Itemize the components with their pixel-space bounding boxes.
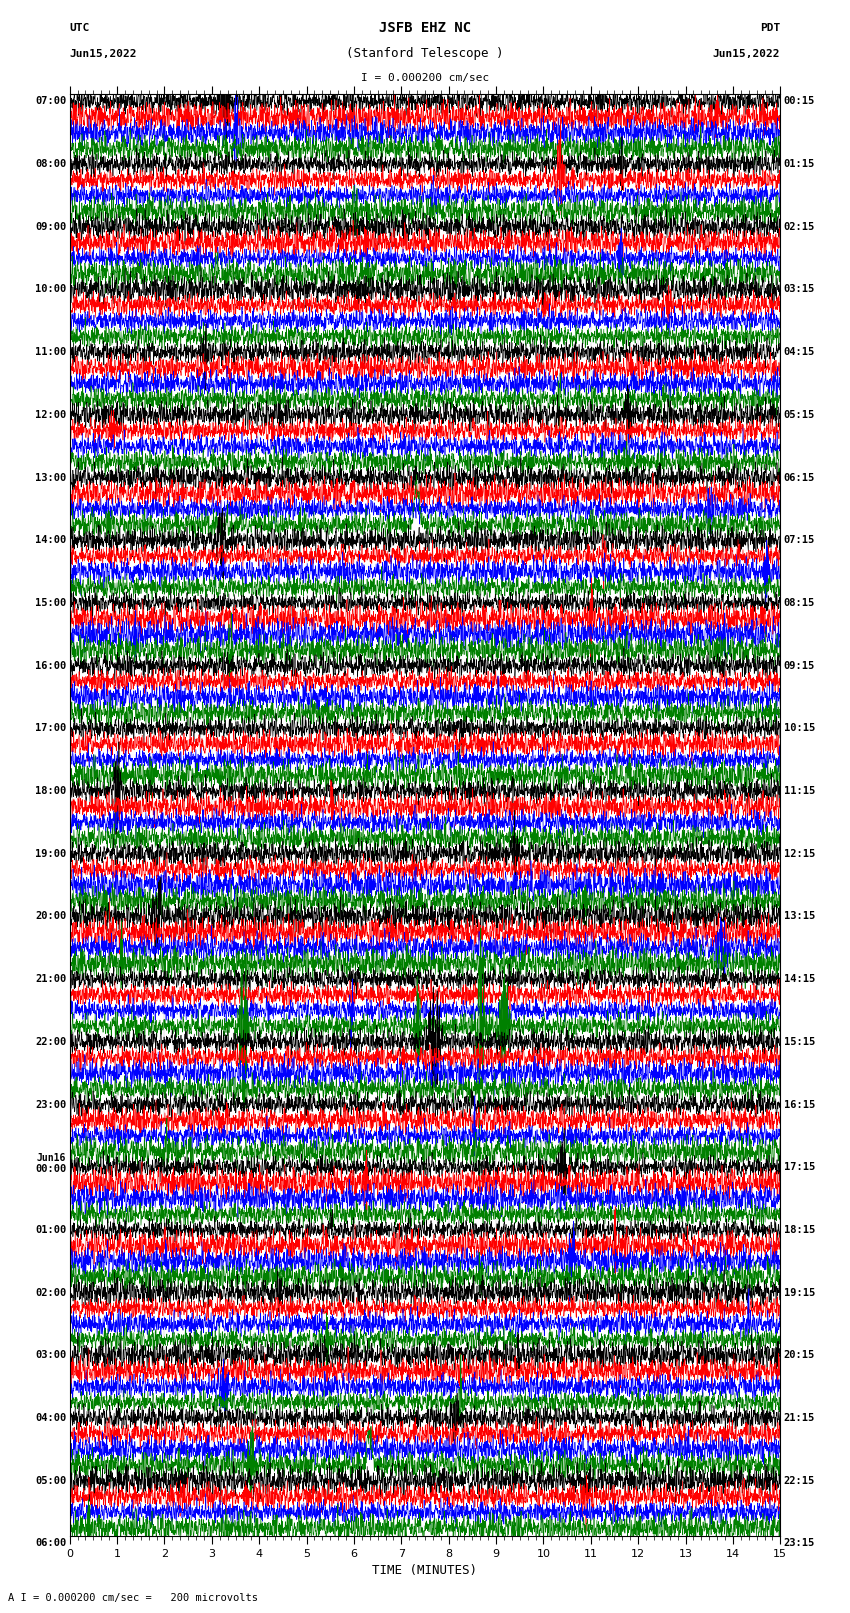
Text: 12:15: 12:15: [784, 848, 815, 858]
Text: 06:15: 06:15: [784, 473, 815, 482]
Text: 08:15: 08:15: [784, 598, 815, 608]
Text: 14:00: 14:00: [35, 536, 66, 545]
Text: 00:15: 00:15: [784, 97, 815, 106]
Text: 07:15: 07:15: [784, 536, 815, 545]
Text: 23:15: 23:15: [784, 1539, 815, 1548]
Text: 20:00: 20:00: [35, 911, 66, 921]
Text: 18:15: 18:15: [784, 1224, 815, 1236]
Text: (Stanford Telescope ): (Stanford Telescope ): [346, 47, 504, 60]
Text: 11:15: 11:15: [784, 786, 815, 797]
Text: 11:00: 11:00: [35, 347, 66, 356]
Text: 04:15: 04:15: [784, 347, 815, 356]
Text: 22:00: 22:00: [35, 1037, 66, 1047]
Text: 09:15: 09:15: [784, 661, 815, 671]
Text: 05:00: 05:00: [35, 1476, 66, 1486]
Text: 16:00: 16:00: [35, 661, 66, 671]
Text: 03:00: 03:00: [35, 1350, 66, 1360]
Text: 07:00: 07:00: [35, 97, 66, 106]
Text: 10:15: 10:15: [784, 723, 815, 734]
Text: PDT: PDT: [760, 23, 780, 32]
Text: 09:00: 09:00: [35, 221, 66, 232]
Text: 10:00: 10:00: [35, 284, 66, 295]
Text: 18:00: 18:00: [35, 786, 66, 797]
Text: 01:00: 01:00: [35, 1224, 66, 1236]
Text: 03:15: 03:15: [784, 284, 815, 295]
Text: Jun15,2022: Jun15,2022: [70, 48, 137, 58]
Text: Jun16: Jun16: [37, 1153, 66, 1163]
Text: UTC: UTC: [70, 23, 90, 32]
Text: 12:00: 12:00: [35, 410, 66, 419]
Text: 02:00: 02:00: [35, 1287, 66, 1297]
Text: A I = 0.000200 cm/sec =   200 microvolts: A I = 0.000200 cm/sec = 200 microvolts: [8, 1594, 258, 1603]
Text: 13:15: 13:15: [784, 911, 815, 921]
Text: 19:00: 19:00: [35, 848, 66, 858]
Text: 00:00: 00:00: [35, 1165, 66, 1174]
Text: 04:00: 04:00: [35, 1413, 66, 1423]
Text: 06:00: 06:00: [35, 1539, 66, 1548]
Text: 21:15: 21:15: [784, 1413, 815, 1423]
Text: 17:15: 17:15: [784, 1163, 815, 1173]
Text: Jun15,2022: Jun15,2022: [713, 48, 780, 58]
Text: 15:00: 15:00: [35, 598, 66, 608]
Text: 23:00: 23:00: [35, 1100, 66, 1110]
Text: 16:15: 16:15: [784, 1100, 815, 1110]
Text: 21:00: 21:00: [35, 974, 66, 984]
Text: 02:15: 02:15: [784, 221, 815, 232]
Text: 15:15: 15:15: [784, 1037, 815, 1047]
Text: 19:15: 19:15: [784, 1287, 815, 1297]
Text: JSFB EHZ NC: JSFB EHZ NC: [379, 21, 471, 35]
X-axis label: TIME (MINUTES): TIME (MINUTES): [372, 1565, 478, 1578]
Text: 22:15: 22:15: [784, 1476, 815, 1486]
Text: 05:15: 05:15: [784, 410, 815, 419]
Text: 13:00: 13:00: [35, 473, 66, 482]
Text: I = 0.000200 cm/sec: I = 0.000200 cm/sec: [361, 73, 489, 82]
Text: 01:15: 01:15: [784, 160, 815, 169]
Text: 17:00: 17:00: [35, 723, 66, 734]
Text: 14:15: 14:15: [784, 974, 815, 984]
Text: 08:00: 08:00: [35, 160, 66, 169]
Text: 20:15: 20:15: [784, 1350, 815, 1360]
